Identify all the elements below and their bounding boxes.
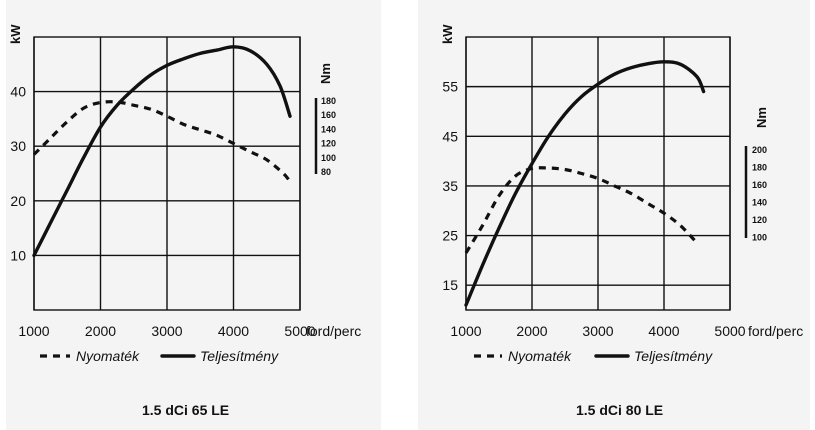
chart-80le-y-ticks: 15 25 35 45 55 bbox=[442, 79, 458, 294]
chart-80le-xtick-5000: 5000 bbox=[714, 323, 745, 339]
chart-65le-power-line bbox=[32, 45, 292, 258]
chart-80le-power-line bbox=[464, 60, 706, 307]
chart-80le-torque-tick-160: 160 bbox=[752, 180, 767, 190]
chart-65le-ylabel: kW bbox=[8, 24, 23, 44]
chart-80le-torque-tick-180: 180 bbox=[752, 163, 767, 173]
chart-65le-x-ticks: 1000 2000 3000 4000 5000 bbox=[18, 323, 315, 339]
chart-65le-grid bbox=[33, 36, 301, 311]
chart-65le: 10 20 30 40 1000 2000 3000 4000 5000 kW ford/pe… bbox=[8, 24, 361, 418]
chart-80le-xlabel: ford/perc bbox=[748, 323, 803, 339]
chart-65le-torque-tick-160: 160 bbox=[321, 110, 336, 120]
chart-80le-xtick-1000: 1000 bbox=[450, 323, 481, 339]
chart-65le-legend-power: Teljesítmény bbox=[200, 348, 279, 364]
chart-65le-torque-line bbox=[32, 100, 292, 183]
chart-65le-torque-tick-100: 100 bbox=[321, 153, 336, 163]
chart-80le: 15 25 35 45 55 1000 2000 3000 4000 5000 kW ford/… bbox=[440, 24, 803, 418]
chart-80le-torque-line bbox=[464, 166, 699, 254]
chart-65le-xtick-2000: 2000 bbox=[85, 323, 116, 339]
chart-65le-title: 1.5 dCi 65 LE bbox=[142, 402, 229, 418]
chart-80le-legend-power: Teljesítmény bbox=[634, 348, 713, 364]
chart-80le-torque-tick-120: 120 bbox=[752, 215, 767, 225]
chart-80le-torque-tick-140: 140 bbox=[752, 198, 767, 208]
chart-80le-xtick-4000: 4000 bbox=[648, 323, 679, 339]
chart-80le-torque-ticks: 200 180 160 140 120 100 bbox=[752, 145, 767, 243]
chart-65le-secondary-ylabel: Nm bbox=[318, 63, 333, 84]
chart-65le-xtick-3000: 3000 bbox=[151, 323, 182, 339]
chart-80le-torque-tick-100: 100 bbox=[752, 233, 767, 243]
chart-65le-xtick-4000: 4000 bbox=[218, 323, 249, 339]
chart-65le-torque-tick-180: 180 bbox=[321, 96, 336, 106]
chart-65le-xtick-5000: 5000 bbox=[284, 323, 315, 339]
chart-65le-torque-ticks: 180 160 140 120 100 80 bbox=[321, 96, 336, 177]
chart-65le-torque-tick-120: 120 bbox=[321, 139, 336, 149]
chart-65le-ytick-40: 40 bbox=[10, 84, 26, 100]
chart-80le-xtick-3000: 3000 bbox=[582, 323, 613, 339]
chart-65le-ytick-20: 20 bbox=[10, 193, 26, 209]
chart-65le-legend-torque: Nyomaték bbox=[76, 348, 140, 364]
chart-80le-torque-tick-200: 200 bbox=[752, 145, 767, 155]
chart-65le-ytick-10: 10 bbox=[10, 247, 26, 263]
chart-80le-ytick-25: 25 bbox=[442, 228, 458, 244]
chart-80le-secondary-ylabel: Nm bbox=[754, 107, 769, 128]
chart-80le-title: 1.5 dCi 80 LE bbox=[576, 402, 663, 418]
right-panel-background bbox=[418, 0, 810, 430]
chart-80le-grid bbox=[465, 36, 731, 311]
chart-80le-x-ticks: 1000 2000 3000 4000 5000 bbox=[450, 323, 745, 339]
chart-80le-ytick-55: 55 bbox=[442, 79, 458, 95]
chart-65le-series bbox=[32, 45, 292, 258]
chart-80le-ytick-15: 15 bbox=[442, 277, 458, 293]
chart-65le-torque-tick-140: 140 bbox=[321, 124, 336, 134]
left-panel-background bbox=[6, 0, 381, 430]
chart-65le-y-ticks: 10 20 30 40 bbox=[10, 84, 26, 264]
chart-65le-ytick-30: 30 bbox=[10, 138, 26, 154]
chart-65le-torque-tick-80: 80 bbox=[321, 167, 331, 177]
chart-65le-xtick-1000: 1000 bbox=[18, 323, 49, 339]
chart-80le-series bbox=[464, 60, 706, 307]
chart-80le-ytick-45: 45 bbox=[442, 128, 458, 144]
chart-65le-xlabel: ford/perc bbox=[306, 323, 361, 339]
chart-80le-xtick-2000: 2000 bbox=[516, 323, 547, 339]
chart-80le-ylabel: kW bbox=[440, 24, 455, 44]
chart-80le-ytick-35: 35 bbox=[442, 178, 458, 194]
chart-80le-legend-torque: Nyomaték bbox=[508, 348, 572, 364]
